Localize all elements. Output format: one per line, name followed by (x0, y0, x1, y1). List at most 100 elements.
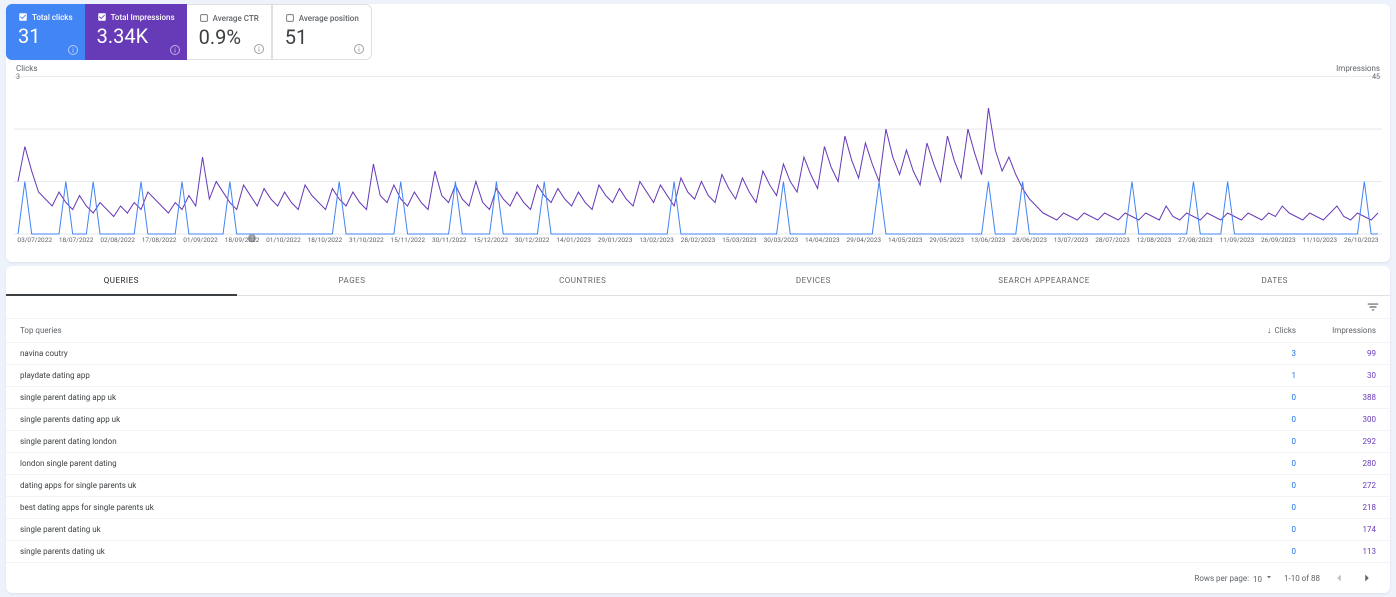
tab-pages[interactable]: PAGES (237, 266, 468, 295)
x-tick: 28/02/2023 (677, 236, 718, 244)
cell-query: best dating apps for single parents uk (20, 503, 1226, 512)
cell-clicks: 3 (1226, 349, 1296, 358)
x-tick: 13/02/2023 (636, 236, 677, 244)
info-icon[interactable] (353, 43, 365, 55)
checkbox-icon (199, 13, 209, 23)
chevron-down-icon (1264, 572, 1274, 582)
cell-query: playdate dating app (20, 371, 1226, 380)
metric-label: Total clicks (32, 13, 73, 22)
x-tick: 13/06/2023 (967, 236, 1008, 244)
tab-queries[interactable]: QUERIES (6, 266, 237, 295)
table-row[interactable]: single parent dating london0292 (6, 431, 1390, 453)
sort-desc-icon: ↓ (1267, 325, 1272, 336)
metric-card-impressions[interactable]: Total Impressions 3.34K (85, 4, 187, 60)
x-tick: 13/07/2023 (1050, 236, 1091, 244)
table-row[interactable]: single parents dating app uk0300 (6, 409, 1390, 431)
metric-label: Total Impressions (111, 13, 175, 22)
checkbox-icon (97, 12, 107, 22)
info-icon[interactable] (253, 43, 265, 55)
cell-clicks: 0 (1226, 437, 1296, 446)
filter-icon[interactable] (1366, 300, 1380, 314)
table-header-row: Top queries ↓ Clicks Impressions (6, 319, 1390, 343)
x-tick: 29/04/2023 (843, 236, 884, 244)
tab-dates[interactable]: DATES (1159, 266, 1390, 295)
cell-impressions: 300 (1296, 415, 1376, 424)
col-header-impressions[interactable]: Impressions (1296, 326, 1376, 335)
cell-query: single parents dating uk (20, 547, 1226, 556)
chart-block: Clicks 3 Impressions 45 i 03/07/202218/0… (6, 60, 1390, 262)
x-tick: 29/05/2023 (926, 236, 967, 244)
rows-per-page-select[interactable]: 10 (1253, 572, 1274, 584)
info-icon[interactable] (169, 44, 181, 56)
x-tick: 30/03/2023 (760, 236, 801, 244)
table-row[interactable]: playdate dating app130 (6, 365, 1390, 387)
cell-impressions: 174 (1296, 525, 1376, 534)
cell-impressions: 30 (1296, 371, 1376, 380)
x-tick: 30/12/2022 (511, 236, 552, 244)
x-tick: 14/04/2023 (802, 236, 843, 244)
metric-value: 3.34K (97, 24, 175, 48)
table-row[interactable]: navina coutry399 (6, 343, 1390, 365)
cell-query: single parent dating london (20, 437, 1226, 446)
metric-card-clicks[interactable]: Total clicks 31 (6, 4, 85, 60)
cell-clicks: 0 (1226, 547, 1296, 556)
x-tick: 26/10/2023 (1341, 236, 1382, 244)
cell-clicks: 0 (1226, 415, 1296, 424)
metric-label: Average position (299, 14, 359, 23)
info-icon[interactable] (67, 44, 79, 56)
metric-card-ctr[interactable]: Average CTR0.9% (187, 4, 272, 60)
checkbox-icon (285, 13, 295, 23)
x-tick: 11/10/2023 (1299, 236, 1340, 244)
x-tick: 15/12/2022 (470, 236, 511, 244)
x-tick: 28/06/2023 (1009, 236, 1050, 244)
x-tick: 14/05/2023 (885, 236, 926, 244)
x-tick: 12/08/2023 (1133, 236, 1174, 244)
chevron-left-icon (1332, 571, 1346, 585)
table-row[interactable]: single parents dating uk0113 (6, 541, 1390, 563)
x-tick: 27/08/2023 (1175, 236, 1216, 244)
x-tick: 11/09/2023 (1216, 236, 1257, 244)
queries-panel: QUERIESPAGESCOUNTRIESDEVICESSEARCH APPEA… (6, 266, 1390, 593)
cell-clicks: 0 (1226, 393, 1296, 402)
filter-bar (6, 296, 1390, 319)
pager-prev-button[interactable] (1330, 569, 1348, 587)
cell-query: single parents dating app uk (20, 415, 1226, 424)
metrics-row: Total clicks 31 Total Impressions 3.34K Aver… (6, 4, 1390, 60)
x-tick: 31/10/2022 (346, 236, 387, 244)
tabs: QUERIESPAGESCOUNTRIESDEVICESSEARCH APPEA… (6, 266, 1390, 296)
metric-value: 0.9% (199, 25, 259, 49)
table-row[interactable]: single parent dating app uk0388 (6, 387, 1390, 409)
tab-countries[interactable]: COUNTRIES (467, 266, 698, 295)
metric-value: 31 (18, 24, 73, 48)
metric-card-position[interactable]: Average position51 (272, 4, 372, 60)
x-tick: 14/01/2023 (553, 236, 594, 244)
pager-next-button[interactable] (1358, 569, 1376, 587)
x-tick: 01/09/2022 (180, 236, 221, 244)
table-row[interactable]: dating apps for single parents uk0272 (6, 475, 1390, 497)
cell-impressions: 272 (1296, 481, 1376, 490)
tab-search-appearance[interactable]: SEARCH APPEARANCE (929, 266, 1160, 295)
performance-chart[interactable]: i (14, 64, 1382, 234)
table-row[interactable]: best dating apps for single parents uk02… (6, 497, 1390, 519)
table-row[interactable]: london single parent dating0280 (6, 453, 1390, 475)
x-tick: 17/08/2022 (138, 236, 179, 244)
cell-impressions: 113 (1296, 547, 1376, 556)
col-header-query[interactable]: Top queries (20, 326, 1226, 335)
x-tick: 26/09/2023 (1258, 236, 1299, 244)
x-tick: 15/03/2023 (719, 236, 760, 244)
cell-query: single parent dating uk (20, 525, 1226, 534)
cell-query: london single parent dating (20, 459, 1226, 468)
cell-clicks: 0 (1226, 525, 1296, 534)
col-header-clicks[interactable]: ↓ Clicks (1226, 325, 1296, 336)
cell-clicks: 1 (1226, 371, 1296, 380)
cell-query: single parent dating app uk (20, 393, 1226, 402)
cell-clicks: 0 (1226, 503, 1296, 512)
performance-panel: Total clicks 31 Total Impressions 3.34K Aver… (6, 4, 1390, 262)
cell-impressions: 99 (1296, 349, 1376, 358)
x-tick: 18/09/2022 (221, 236, 262, 244)
tab-devices[interactable]: DEVICES (698, 266, 929, 295)
x-tick: 02/08/2022 (97, 236, 138, 244)
cell-clicks: 0 (1226, 481, 1296, 490)
pager: Rows per page: 10 1-10 of 88 (6, 563, 1390, 593)
checkbox-icon (18, 12, 28, 22)
